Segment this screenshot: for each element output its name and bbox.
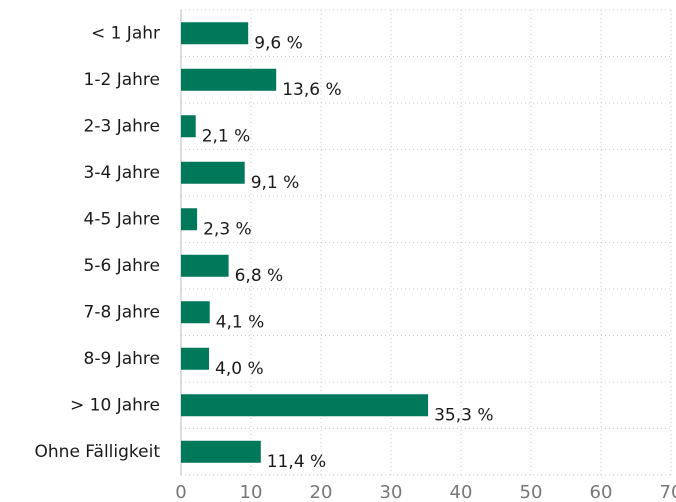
x-tick-label: 20 (310, 482, 333, 502)
category-label: 5-6 Jahre (84, 256, 160, 276)
value-label: 4,0 % (215, 359, 264, 379)
value-label: 4,1 % (216, 312, 265, 332)
category-label: < 1 Jahr (91, 23, 160, 43)
x-tick-label: 0 (175, 482, 186, 502)
x-tick-label: 30 (380, 482, 403, 502)
bar (181, 440, 261, 463)
category-label: 3-4 Jahre (84, 163, 160, 183)
bar (181, 394, 429, 417)
category-label: > 10 Jahre (70, 395, 160, 415)
value-label: 6,8 % (235, 266, 284, 286)
bar (181, 161, 245, 184)
category-label: 8-9 Jahre (84, 349, 160, 369)
value-label: 13,6 % (282, 80, 341, 100)
x-tick-label: 50 (520, 482, 543, 502)
value-label: 35,3 % (434, 405, 493, 425)
x-tick-label: 60 (590, 482, 613, 502)
x-tick-label: 10 (240, 482, 263, 502)
bar (181, 115, 196, 138)
value-label: 9,6 % (254, 33, 303, 53)
category-label: 1-2 Jahre (84, 70, 160, 90)
bar (181, 68, 277, 91)
value-label: 9,1 % (251, 173, 300, 193)
bar (181, 22, 249, 45)
category-label: 7-8 Jahre (84, 302, 160, 322)
x-tick-label: 70 (660, 482, 676, 502)
bar (181, 347, 209, 370)
value-label: 2,1 % (202, 126, 251, 146)
category-label: 2-3 Jahre (84, 116, 160, 136)
bar (181, 208, 198, 231)
category-label: Ohne Fälligkeit (35, 442, 161, 462)
value-label: 11,4 % (267, 452, 326, 472)
x-tick-label: 40 (450, 482, 473, 502)
bar (181, 254, 229, 277)
bar (181, 301, 210, 324)
category-label: 4-5 Jahre (84, 209, 160, 229)
value-label: 2,3 % (203, 219, 252, 239)
